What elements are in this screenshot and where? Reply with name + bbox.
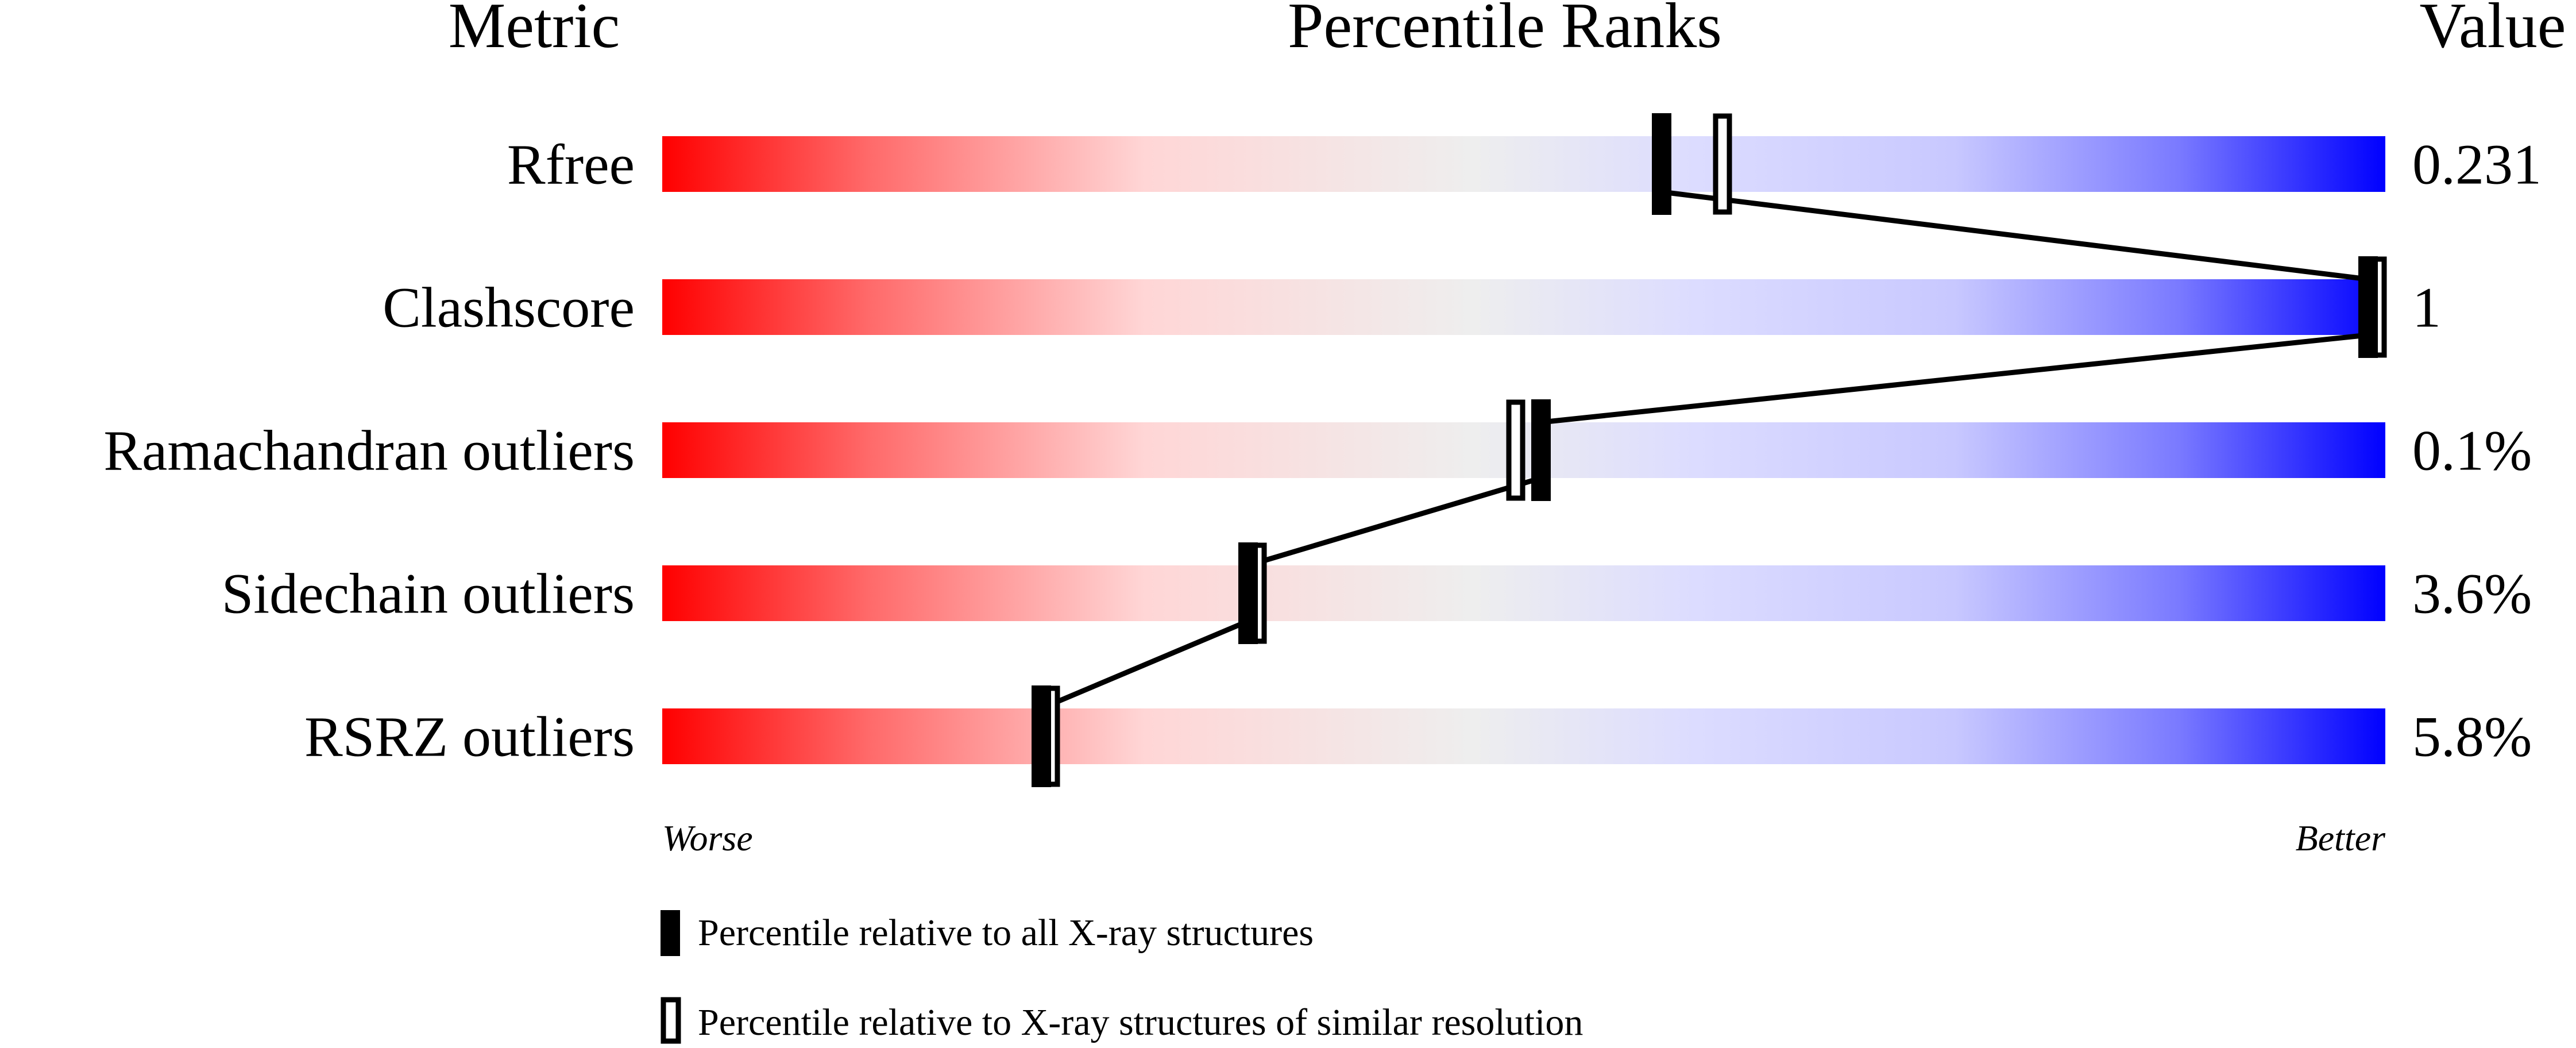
metric-label: Rfree (507, 133, 635, 196)
percentile-bar (662, 279, 2385, 335)
header-percentile-ranks: Percentile Ranks (1288, 0, 1722, 61)
axis-better-label: Better (2296, 818, 2386, 858)
marker-all (1652, 113, 1671, 215)
percentile-bar (662, 565, 2385, 621)
legend-all-marker-icon (661, 910, 680, 956)
marker-all (1032, 685, 1051, 787)
marker-all (2358, 256, 2378, 358)
axis-worse-label: Worse (662, 818, 753, 858)
metric-value: 1 (2412, 276, 2441, 340)
header-value: Value (2419, 0, 2566, 61)
metric-label: RSRZ outliers (304, 705, 635, 769)
connector-line (1661, 189, 2369, 282)
marker-similar (1713, 113, 1732, 215)
legend-similar-marker-icon (661, 997, 681, 1044)
connector-line (1540, 332, 2369, 425)
metric-label: Sidechain outliers (222, 562, 635, 626)
percentile-bar (662, 136, 2385, 192)
header-metric: Metric (449, 0, 620, 61)
marker-all (1238, 542, 1258, 644)
legend-similar-label: Percentile relative to X-ray structures … (698, 1001, 1583, 1043)
connector-line (1040, 618, 1249, 711)
marker-all (1531, 399, 1551, 501)
metric-value: 5.8% (2412, 705, 2532, 769)
marker-similar (1506, 399, 1525, 501)
metric-value: 0.1% (2412, 419, 2532, 483)
metric-value: 0.231 (2412, 133, 2542, 196)
percentile-bar (662, 708, 2385, 764)
connector-line (1247, 475, 1542, 568)
metric-value: 3.6% (2412, 562, 2532, 626)
metric-label: Clashscore (383, 276, 635, 340)
metric-label: Ramachandran outliers (103, 419, 635, 483)
legend-all-label: Percentile relative to all X-ray structu… (698, 912, 1314, 954)
